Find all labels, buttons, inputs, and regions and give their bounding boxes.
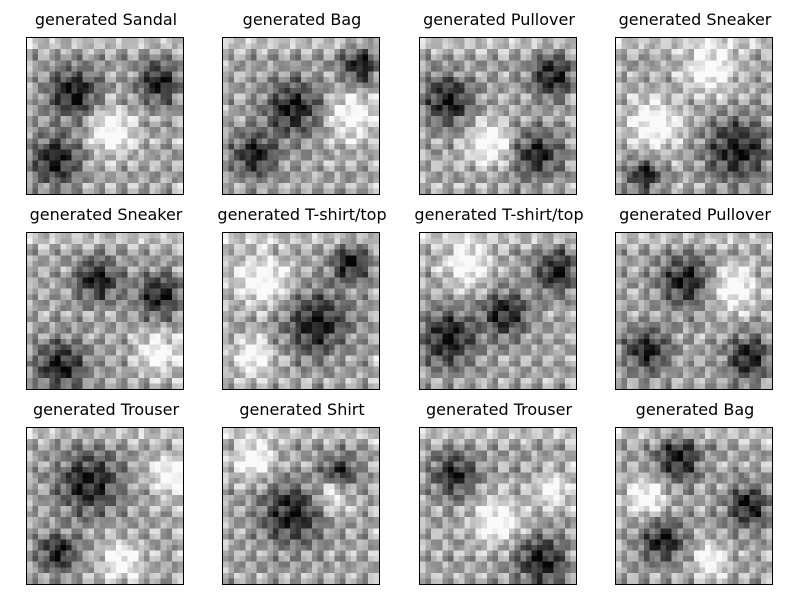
generated-image (615, 37, 773, 195)
generated-image (222, 232, 380, 390)
pixel-image (420, 38, 576, 194)
panel-title: generated Pullover (423, 10, 575, 29)
generated-image (222, 37, 380, 195)
panel-title: generated Sandal (34, 10, 178, 29)
pixel-image (616, 428, 772, 584)
generated-image (615, 427, 773, 585)
pixel-image (27, 428, 183, 584)
generated-image (615, 232, 773, 390)
panel-title: generated Sneaker (618, 10, 772, 29)
generated-image (419, 232, 577, 390)
generated-image (222, 427, 380, 585)
panel-title: generated Bag (242, 10, 362, 29)
generated-image (26, 427, 184, 585)
pixel-image (420, 428, 576, 584)
pixel-image (420, 233, 576, 389)
panel-title: generated T-shirt/top (414, 205, 584, 224)
generated-image (419, 427, 577, 585)
panel-title: generated Sneaker (29, 205, 183, 224)
pixel-image (616, 38, 772, 194)
panel-title: generated T-shirt/top (217, 205, 387, 224)
generated-image (26, 37, 184, 195)
pixel-image (223, 233, 379, 389)
panel-title: generated Bag (635, 400, 755, 419)
panel-title: generated Trouser (32, 400, 180, 419)
pixel-image (27, 233, 183, 389)
pixel-image (27, 38, 183, 194)
pixel-image (223, 428, 379, 584)
panel-title: generated Shirt (239, 400, 365, 419)
generated-image (26, 232, 184, 390)
panel-title: generated Pullover (619, 205, 771, 224)
pixel-image (223, 38, 379, 194)
generated-image (419, 37, 577, 195)
pixel-image (616, 233, 772, 389)
panel-title: generated Trouser (425, 400, 573, 419)
